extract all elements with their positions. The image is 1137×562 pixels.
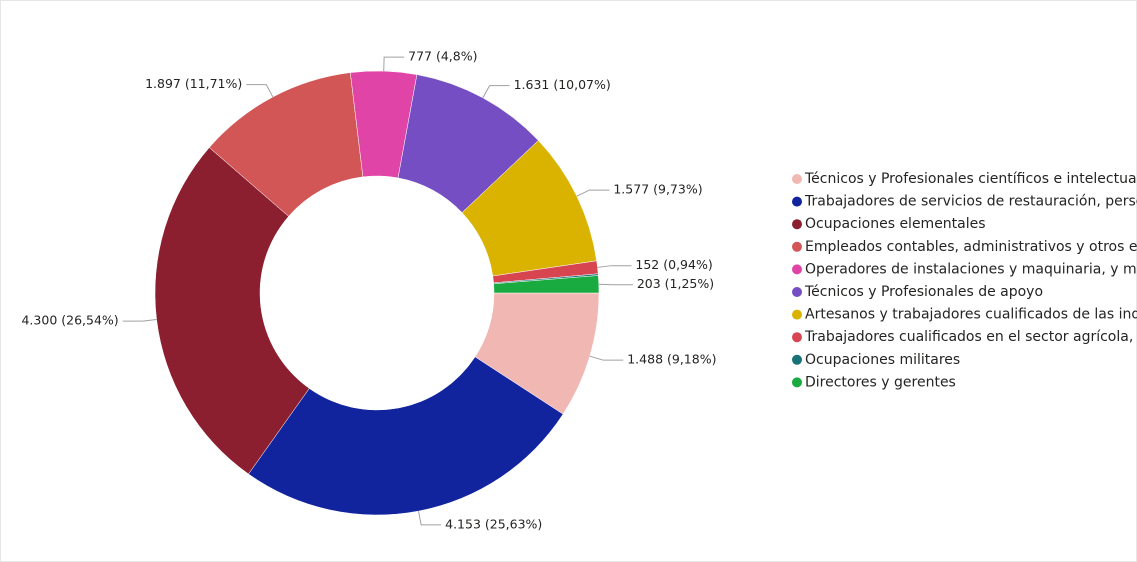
data-label: 1.631 (10,07%) xyxy=(514,77,611,92)
legend-label[interactable]: Ocupaciones elementales xyxy=(805,216,986,232)
leader-line xyxy=(589,355,624,361)
leader-line xyxy=(246,84,274,98)
legend-marker[interactable] xyxy=(792,309,802,320)
leader-line xyxy=(418,510,442,526)
legend-label[interactable]: Directores y gerentes xyxy=(805,374,956,390)
legend-label[interactable]: Operadores de instalaciones y maquinaria… xyxy=(805,261,1137,277)
data-label: 4.153 (25,63%) xyxy=(445,516,542,531)
legend-marker[interactable] xyxy=(792,287,802,297)
legend-label[interactable]: Empleados contables, administrativos y o… xyxy=(805,239,1137,255)
data-label: 777 (4,8%) xyxy=(408,49,477,64)
data-label: 1.488 (9,18%) xyxy=(627,352,716,367)
data-label: 1.897 (11,71%) xyxy=(145,76,242,91)
legend-label[interactable]: Ocupaciones militares xyxy=(805,352,960,368)
legend-marker[interactable] xyxy=(792,377,802,388)
data-label: 4.300 (26,54%) xyxy=(21,313,118,328)
legend-label[interactable]: Trabajadores de servicios de restauració… xyxy=(804,194,1137,210)
leader-line xyxy=(597,265,632,268)
data-label: 152 (0,94%) xyxy=(635,257,712,272)
leader-line xyxy=(383,56,405,72)
slice[interactable] xyxy=(154,147,310,475)
leader-line xyxy=(122,318,157,322)
legend-marker[interactable] xyxy=(792,174,802,184)
legend-marker[interactable] xyxy=(792,196,802,207)
legend-label[interactable]: Artesanos y trabajadores cualificados de… xyxy=(805,307,1137,323)
legend-label[interactable]: Trabajadores cualificados en el sector a… xyxy=(804,329,1137,345)
legend-marker[interactable] xyxy=(792,241,802,252)
legend-marker[interactable] xyxy=(792,219,802,230)
legend-marker[interactable] xyxy=(792,264,802,275)
legend-marker[interactable] xyxy=(792,354,802,365)
legend-marker[interactable] xyxy=(792,332,802,343)
leader-line xyxy=(482,85,510,99)
slice[interactable] xyxy=(493,275,600,294)
leader-line xyxy=(576,189,610,197)
data-label: 1.577 (9,73%) xyxy=(613,182,702,197)
legend-label[interactable]: Técnicos y Profesionales científicos e i… xyxy=(804,171,1137,187)
data-label: 203 (1,25%) xyxy=(637,276,714,291)
slice[interactable] xyxy=(248,356,564,516)
legend-label[interactable]: Técnicos y Profesionales de apoyo xyxy=(804,284,1043,300)
